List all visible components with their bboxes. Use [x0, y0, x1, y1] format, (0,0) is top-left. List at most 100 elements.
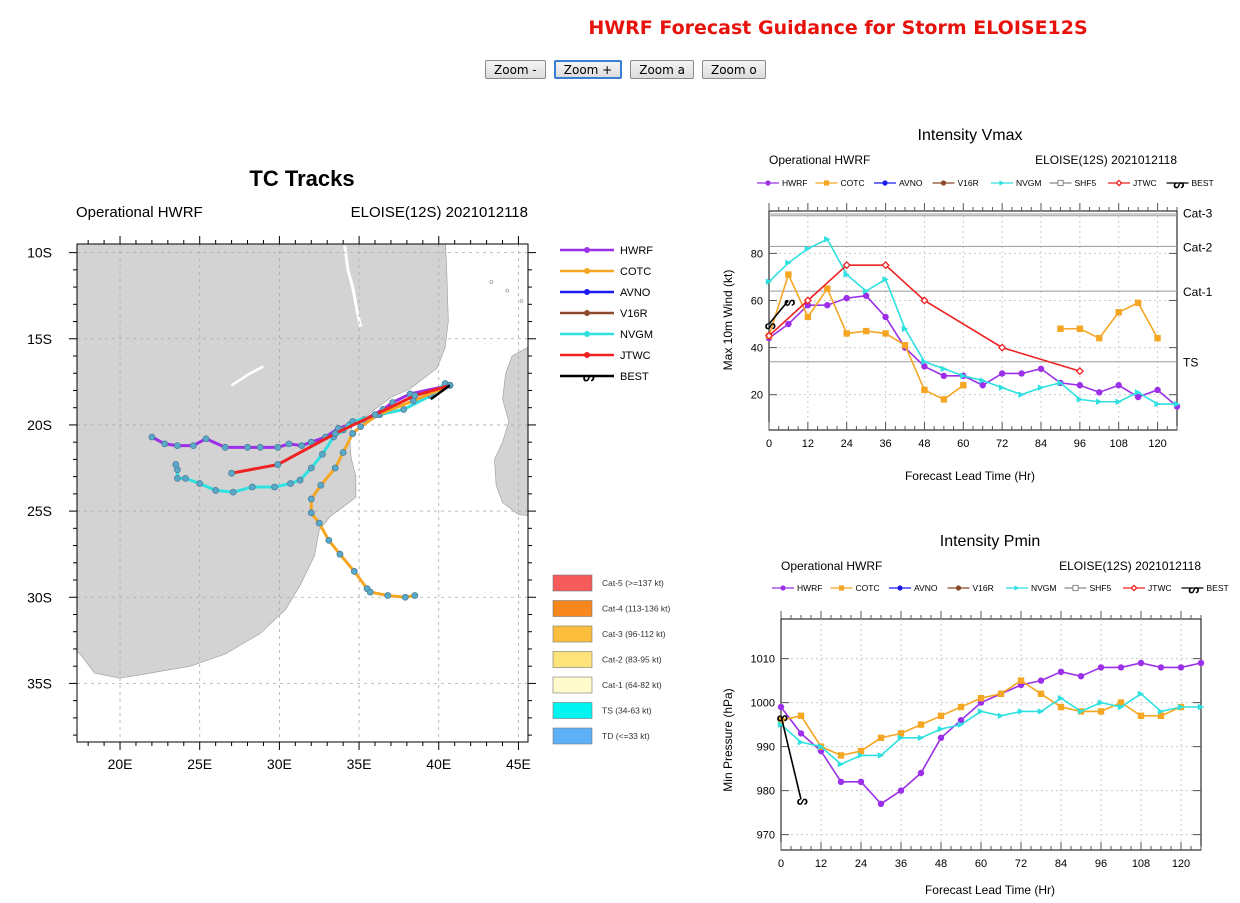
x-tick-label: 48	[935, 858, 947, 870]
nvgm-marker	[877, 752, 885, 759]
nvgm-marker	[979, 377, 986, 384]
lat-tick-label: 10S	[27, 245, 52, 261]
v16r-marker	[955, 585, 962, 591]
hwrf-marker	[837, 778, 845, 785]
nvgm-marker	[997, 712, 1005, 719]
cotc-track-point	[315, 519, 323, 527]
nvgm-series-line	[780, 692, 1201, 766]
legend-label: BEST	[1207, 583, 1229, 593]
cotc-track-point	[331, 464, 339, 472]
cotc-marker	[797, 712, 805, 719]
pmin-xlabel: Forecast Lead Time (Hr)	[925, 883, 1055, 897]
pmin-title: Intensity Pmin	[940, 533, 1040, 550]
hwrf-track-point	[274, 443, 282, 451]
nvgm-marker	[882, 276, 889, 283]
hwrf-track-point	[173, 442, 181, 450]
hwrf-marker	[998, 370, 1006, 377]
category-label: Cat-3 (96-112 kt)	[602, 629, 666, 639]
legend-label: COTC	[856, 583, 880, 593]
hwrf-marker	[1037, 365, 1045, 372]
hwrf-track-point	[202, 435, 210, 443]
zoom-out-button[interactable]: Zoom -	[485, 60, 546, 79]
cotc-marker	[921, 386, 928, 394]
nvgm-track-point	[229, 488, 237, 496]
lat-tick-label: 30S	[27, 589, 52, 605]
hwrf-marker	[877, 800, 885, 807]
nvgm-marker	[1097, 699, 1105, 706]
nvgm-marker	[1057, 695, 1065, 702]
cotc-track-point	[357, 423, 365, 431]
hwrf-marker	[785, 320, 792, 328]
cotc-marker	[837, 752, 845, 759]
nvgm-marker	[785, 259, 792, 267]
hwrf-marker	[765, 180, 771, 186]
zoom-a-button[interactable]: Zoom a	[630, 60, 694, 79]
cotc-track-point	[366, 588, 374, 596]
hwrf-track-point	[161, 440, 169, 448]
nvgm-marker	[960, 372, 967, 380]
nvgm-marker	[1014, 585, 1020, 591]
nvgm-track-point	[319, 450, 326, 458]
hwrf-marker	[780, 585, 786, 591]
nvgm-marker	[1137, 690, 1145, 697]
nvgm-marker	[1037, 384, 1045, 391]
y-tick-label: 40	[751, 343, 763, 355]
cotc-marker	[940, 396, 948, 403]
lon-tick-label: 45E	[506, 756, 531, 772]
legend-label: BEST	[620, 371, 649, 383]
cotc-marker	[937, 712, 945, 719]
nvgm-marker	[1177, 703, 1185, 711]
cotc-marker	[1154, 334, 1161, 342]
zoom-o-button[interactable]: Zoom o	[701, 60, 766, 79]
hurricane-symbol-icon: ᔕ	[1174, 177, 1185, 191]
legend-label: HWRF	[620, 245, 653, 257]
best-series-line	[780, 715, 802, 800]
legend-label: NVGM	[1016, 178, 1042, 188]
cotc-track-point	[411, 592, 419, 599]
shf5-marker	[1072, 584, 1079, 592]
hwrf-marker	[979, 382, 986, 389]
cotc-marker	[1157, 712, 1165, 719]
track-map: 20E 25E 30E 35E 40E 45E 10S 15S 20S 25S 30S 35S HWRF…	[27, 236, 671, 772]
hwrf-marker	[1157, 664, 1165, 671]
hwrf-marker	[1077, 673, 1085, 680]
cotc-marker	[1117, 699, 1125, 706]
cotc-marker	[960, 382, 967, 389]
hurricane-symbol-icon: ᔕ	[797, 793, 808, 807]
track-subtitle-left: Operational HWRF	[76, 204, 203, 221]
nvgm-series-line	[768, 238, 1177, 405]
vmax-xlabel: Forecast Lead Time (Hr)	[905, 469, 1035, 483]
legend-label: V16R	[973, 583, 994, 593]
cotc-marker	[1097, 708, 1105, 715]
lon-tick-label: 25E	[187, 756, 212, 772]
nvgm-marker	[1096, 398, 1103, 405]
jtwc-marker	[842, 261, 851, 270]
pmin-chart: HWRF COTC AVNO V16R NVGM SHF5 JTWC ᔕ BEST 0 12 24 36…	[751, 582, 1229, 870]
cotc-legend-marker	[584, 268, 590, 274]
lon-tick-label: 40E	[426, 756, 451, 772]
legend-label: JTWC	[620, 350, 651, 362]
plot-frame	[780, 618, 1202, 851]
hwrf-marker	[824, 301, 831, 309]
lat-tick-label: 15S	[27, 331, 52, 347]
nvgm-marker	[1057, 379, 1064, 387]
nvgm-marker	[804, 245, 812, 252]
category-label: TD (<=33 kt)	[602, 731, 650, 741]
hwrf-marker	[777, 703, 785, 711]
nvgm-track-point	[271, 483, 279, 491]
hwrf-marker	[897, 787, 905, 794]
avno-marker	[897, 585, 903, 591]
x-tick-label: 60	[975, 858, 987, 870]
zoom-in-button[interactable]: Zoom +	[553, 60, 623, 79]
lon-tick-label: 35E	[347, 756, 372, 772]
x-tick-label: 0	[766, 438, 772, 450]
cotc-marker	[1115, 309, 1122, 316]
nvgm-marker	[937, 725, 945, 733]
jtwc-marker	[1130, 584, 1138, 592]
nvgm-marker	[857, 752, 865, 759]
pmin-ylabel: Min Pressure (hPa)	[721, 688, 735, 791]
category-swatch	[552, 676, 593, 694]
cotc-track-point	[307, 509, 315, 517]
x-tick-label: 12	[815, 858, 827, 870]
x-tick-label: 84	[1055, 858, 1067, 870]
